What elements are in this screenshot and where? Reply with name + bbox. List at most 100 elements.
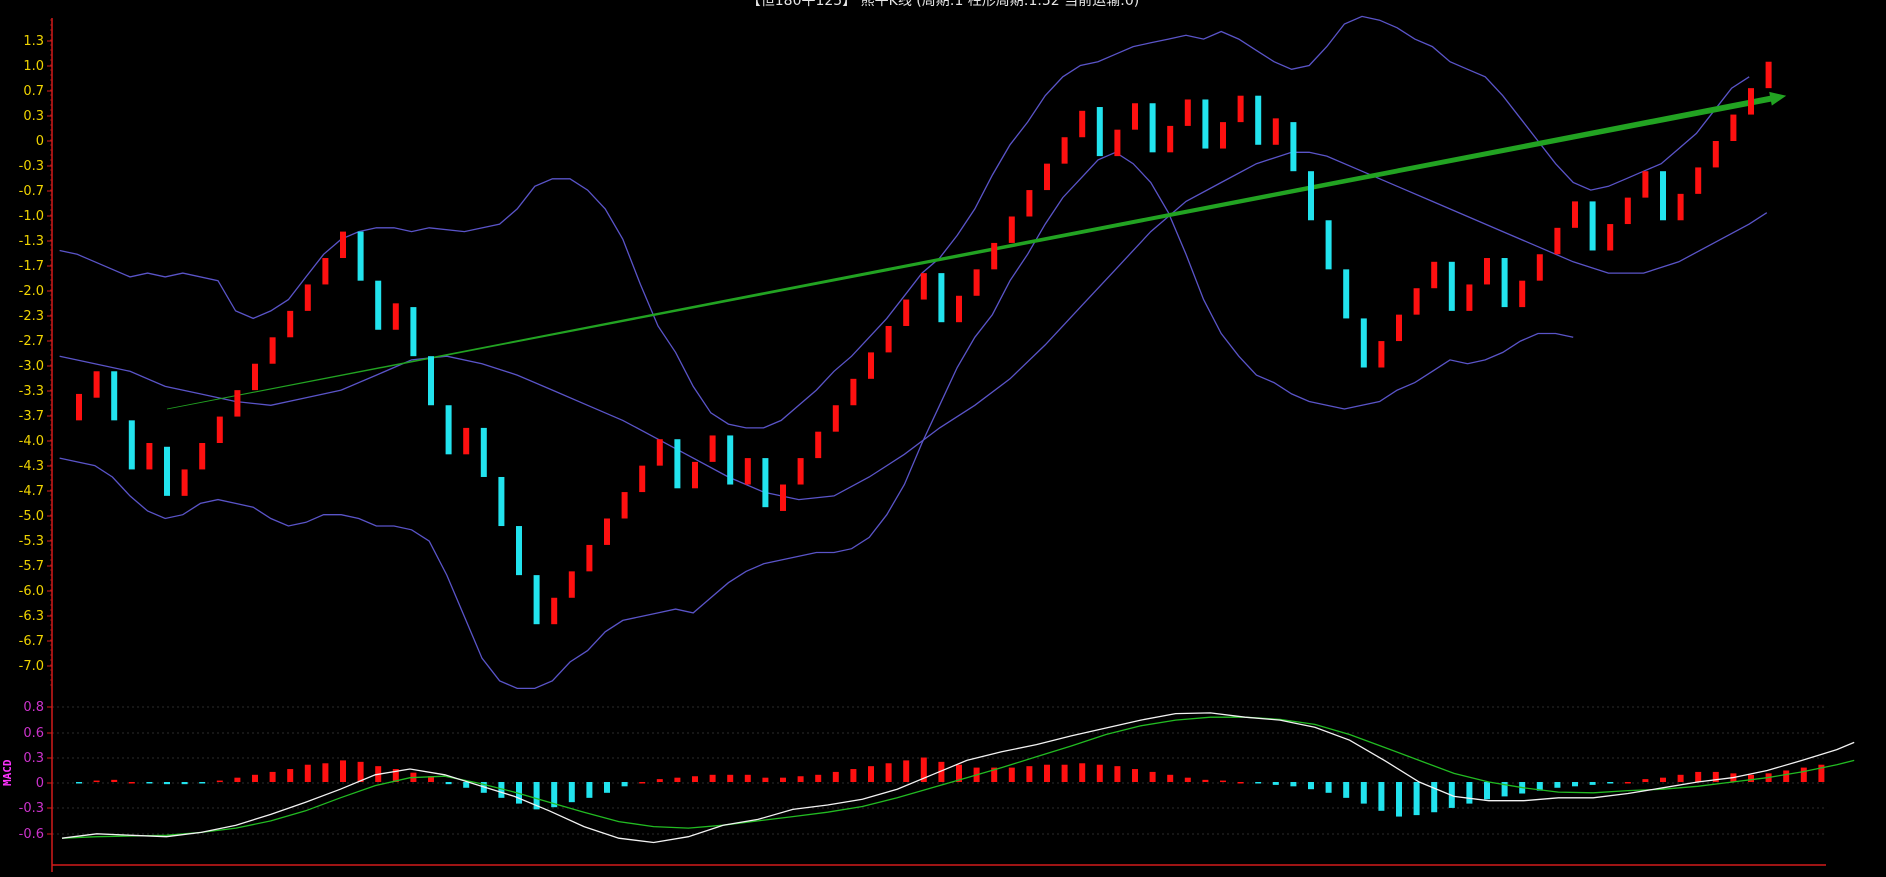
- up-candle: [1114, 129, 1121, 157]
- price-tick-label: 1.0: [23, 59, 44, 74]
- macd-bar-negative: [604, 782, 610, 793]
- dea-line: [61, 716, 1855, 839]
- upper-band-line: [59, 15, 1750, 429]
- macd-bar-positive: [1132, 769, 1138, 782]
- up-candle: [392, 303, 399, 330]
- macd-bar-positive: [797, 776, 804, 782]
- up-candle: [1519, 280, 1526, 308]
- price-tick-label: -2.0: [19, 284, 44, 299]
- macd-bar-negative: [586, 782, 593, 798]
- up-candle: [1396, 314, 1402, 342]
- up-candle: [1413, 288, 1420, 315]
- up-candle: [780, 484, 786, 511]
- macd-bar-positive: [1748, 774, 1754, 782]
- macd-bar-positive: [1660, 777, 1666, 782]
- up-candle: [1008, 216, 1015, 243]
- up-candle: [1220, 122, 1226, 149]
- up-candle: [850, 378, 857, 406]
- down-candle: [762, 458, 769, 508]
- up-candle: [586, 544, 593, 572]
- price-tick-label: -5.3: [19, 534, 44, 549]
- macd-tick-label: 0.3: [23, 751, 44, 766]
- macd-bar-negative: [1607, 782, 1614, 784]
- up-candle: [76, 393, 82, 421]
- price-tick-label: -4.7: [19, 484, 44, 499]
- macd-bar-positive: [322, 763, 329, 782]
- macd-bar-positive: [1220, 780, 1226, 783]
- macd-bar-negative: [1308, 782, 1314, 790]
- up-candle: [1748, 88, 1754, 115]
- macd-label: MACD: [1, 759, 14, 786]
- up-candle: [568, 571, 575, 598]
- macd-bar-negative: [1413, 782, 1420, 816]
- macd-bar-positive: [991, 767, 998, 782]
- macd-bar-positive: [868, 766, 874, 782]
- macd-bar-positive: [1624, 782, 1631, 784]
- up-candle: [252, 363, 258, 391]
- up-candle: [1132, 103, 1138, 130]
- middle-band-line: [59, 151, 1768, 501]
- macd-bar-negative: [621, 782, 628, 787]
- up-candle: [973, 269, 980, 296]
- macd-bar-negative: [164, 782, 170, 785]
- price-tick-label: 0.7: [23, 84, 44, 99]
- macd-bar-positive: [1008, 767, 1015, 782]
- up-candle: [322, 258, 329, 285]
- macd-bar-negative: [146, 782, 153, 784]
- macd-bar-positive: [1061, 764, 1068, 782]
- up-candle: [1677, 193, 1684, 221]
- up-candle: [340, 231, 346, 259]
- up-candle: [1026, 190, 1033, 217]
- up-candle: [1554, 227, 1561, 255]
- price-tick-label: 0: [36, 134, 44, 149]
- up-candle: [1466, 284, 1473, 311]
- up-candle: [181, 469, 188, 496]
- macd-bar-positive: [885, 763, 892, 782]
- down-candle: [164, 446, 170, 496]
- up-candle: [304, 284, 311, 311]
- macd-bar-negative: [498, 782, 505, 798]
- macd-bar-negative: [568, 782, 575, 803]
- macd-bar-negative: [1396, 782, 1402, 817]
- macd-bar-positive: [252, 774, 258, 782]
- macd-bar-negative: [551, 782, 558, 808]
- macd-bar-positive: [1237, 782, 1244, 784]
- price-tick-label: -1.0: [19, 209, 44, 224]
- macd-bar-positive: [1114, 766, 1121, 782]
- up-candle: [1044, 163, 1050, 191]
- macd-bar-positive: [727, 774, 734, 782]
- macd-tick-label: -0.6: [19, 827, 44, 842]
- down-candle: [498, 476, 505, 527]
- macd-bar-positive: [428, 776, 434, 782]
- macd-bar-positive: [392, 769, 399, 782]
- down-candle: [357, 231, 364, 281]
- lower-band-line: [59, 151, 1574, 690]
- price-tick-label: -6.7: [19, 634, 44, 649]
- macd-bar-positive: [780, 777, 786, 782]
- macd-bar-positive: [216, 780, 223, 783]
- up-candle: [1642, 171, 1649, 198]
- price-tick-label: -4.0: [19, 434, 44, 449]
- up-candle: [1572, 201, 1578, 228]
- up-candle: [903, 299, 910, 326]
- up-candle: [920, 273, 927, 300]
- price-tick-label: -5.7: [19, 559, 44, 574]
- macd-bar-positive: [269, 771, 276, 782]
- macd-bar-negative: [1536, 782, 1543, 791]
- price-tick-label: -2.3: [19, 309, 44, 324]
- up-candle: [797, 458, 804, 485]
- price-tick-label: -1.3: [19, 234, 44, 249]
- up-candle: [744, 458, 751, 485]
- macd-tick-label: 0.6: [23, 726, 44, 741]
- price-tick-label: -6.0: [19, 584, 44, 599]
- down-candle: [938, 273, 945, 323]
- up-candle: [199, 443, 206, 470]
- up-candle: [1061, 137, 1068, 164]
- macd-tick-label: 0: [36, 776, 44, 791]
- macd-bar-positive: [111, 779, 118, 782]
- price-tick-label: -3.0: [19, 359, 44, 374]
- macd-bar-negative: [1378, 782, 1385, 811]
- macd-bar-positive: [1167, 774, 1174, 782]
- up-candle: [868, 352, 874, 379]
